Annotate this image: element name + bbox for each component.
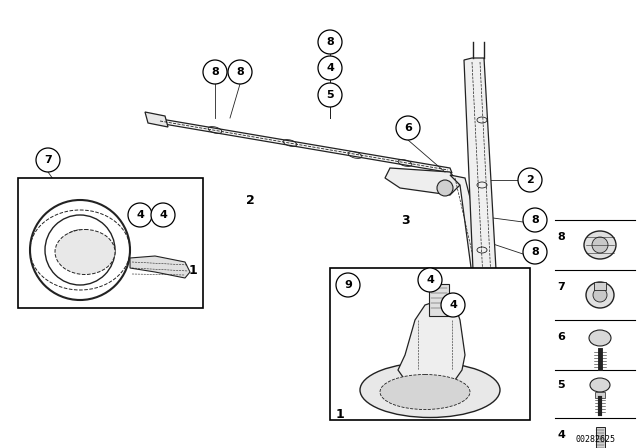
Circle shape [518,168,542,192]
Circle shape [36,148,60,172]
FancyBboxPatch shape [594,282,606,290]
Ellipse shape [331,282,399,314]
Text: 9: 9 [344,280,352,290]
Circle shape [60,230,100,270]
Text: 8: 8 [326,37,334,47]
Circle shape [151,203,175,227]
Polygon shape [130,256,190,278]
Polygon shape [450,175,500,320]
FancyBboxPatch shape [330,268,530,420]
Text: 5: 5 [557,380,564,390]
Text: 6: 6 [404,123,412,133]
Ellipse shape [584,231,616,259]
Text: 7: 7 [44,155,52,165]
Circle shape [593,288,607,302]
FancyBboxPatch shape [18,178,203,308]
Text: 4: 4 [136,210,144,220]
Ellipse shape [586,282,614,308]
Text: 4: 4 [326,63,334,73]
Circle shape [441,293,465,317]
Circle shape [592,237,608,253]
Circle shape [523,240,547,264]
Text: 8: 8 [531,215,539,225]
Polygon shape [385,168,460,195]
Text: 2: 2 [246,194,254,207]
FancyBboxPatch shape [595,392,605,398]
Text: 4: 4 [426,275,434,285]
Text: 8: 8 [557,232,564,242]
Text: 4: 4 [449,300,457,310]
Circle shape [128,203,152,227]
Ellipse shape [590,378,610,392]
Text: 6: 6 [557,332,565,342]
Polygon shape [398,300,465,380]
Ellipse shape [360,362,500,418]
Circle shape [437,180,453,196]
Polygon shape [464,58,500,342]
Text: 00282625: 00282625 [575,435,615,444]
Text: 4: 4 [159,210,167,220]
Text: 5: 5 [326,90,334,100]
Ellipse shape [380,375,470,409]
Text: 4: 4 [557,430,565,440]
Ellipse shape [55,229,115,275]
Ellipse shape [589,330,611,346]
Circle shape [396,116,420,140]
Text: 8: 8 [236,67,244,77]
Circle shape [203,60,227,84]
Text: 7: 7 [557,282,564,292]
FancyBboxPatch shape [429,284,449,316]
Circle shape [418,268,442,292]
Circle shape [318,56,342,80]
Circle shape [318,83,342,107]
Text: 2: 2 [526,175,534,185]
Ellipse shape [340,288,390,308]
Text: 8: 8 [531,247,539,257]
Circle shape [318,30,342,54]
Text: 1: 1 [189,263,197,276]
Text: 8: 8 [211,67,219,77]
Text: 1: 1 [335,409,344,422]
Circle shape [336,273,360,297]
FancyBboxPatch shape [595,427,605,448]
Circle shape [523,208,547,232]
Polygon shape [155,118,452,173]
Circle shape [228,60,252,84]
Polygon shape [145,112,168,127]
Text: 3: 3 [401,214,410,227]
